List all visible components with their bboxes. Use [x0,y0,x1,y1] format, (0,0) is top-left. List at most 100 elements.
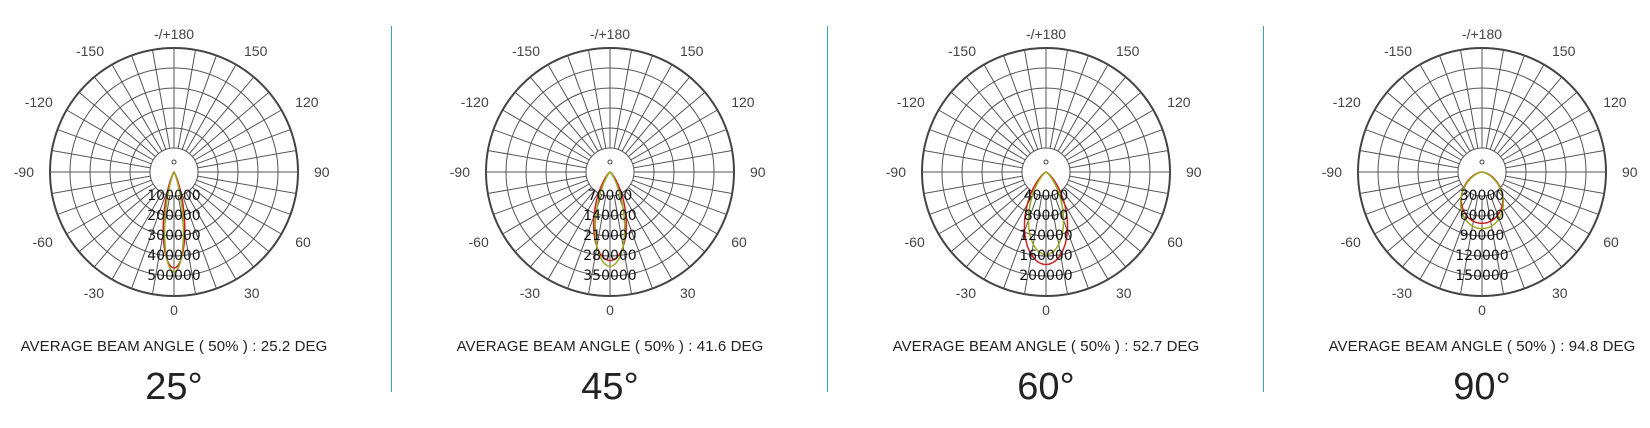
polar-spoke [131,194,167,289]
angle-label: -90 [886,164,906,180]
polar-spoke [547,192,599,280]
polar-chart: 100000 200000 300000 400000 500000 -/+180 -150… [14,26,330,318]
angle-label: -30 [1392,285,1412,301]
angle-label: -150 [512,43,540,59]
polar-spoke [1386,91,1464,157]
angle-label: 30 [1552,285,1568,301]
panel-divider-1 [391,26,392,392]
angle-label: 60 [731,234,747,250]
polar-spoke [196,179,291,215]
polar-spoke [633,175,733,195]
angle-label: -/+180 [1026,26,1066,42]
polar-spoke [78,187,156,253]
series-curve-2 [594,171,626,268]
polar-spoke [1053,55,1089,150]
polar-spoke [151,195,171,295]
ring-label: 60000 [1460,208,1505,224]
ring-label: 280000 [583,248,636,264]
angle-label: -30 [84,285,104,301]
polar-spoke [938,183,1026,235]
angle-label: -90 [450,164,470,180]
center-marker [1043,159,1049,165]
polar-spoke [493,129,588,165]
polar-spoke [529,190,595,268]
polar-spoke [613,49,633,149]
polar-spoke [965,190,1031,268]
ring-label: 500000 [147,268,200,284]
polar-spoke [197,149,297,169]
angle-label: 0 [606,302,614,318]
polar-spoke [1374,183,1462,235]
polar-spoke [1489,55,1525,150]
ring-label: 70000 [588,188,633,204]
polar-spoke [621,64,673,152]
polar-spoke [57,179,152,215]
angle-label: 150 [244,43,268,59]
polar-spoke [197,175,297,195]
polar-spoke [1064,91,1142,157]
polar-spoke [1061,76,1127,154]
polar-spoke [177,195,197,295]
polar-spoke [1003,194,1039,289]
polar-spoke [1068,129,1163,165]
angle-label: 0 [170,302,178,318]
polar-spoke [487,175,587,195]
polar-spoke [131,55,167,150]
angle-label: -/+180 [154,26,194,42]
beam-angle-label: 45° [581,366,639,408]
angle-label: 60 [1167,234,1183,250]
angle-label: 90 [750,164,766,180]
angle-label: -60 [33,234,53,250]
polar-spoke [1500,91,1578,157]
ring-label: 120000 [1019,228,1072,244]
ring-label: 40000 [1024,188,1069,204]
polar-spoke [1053,194,1089,289]
polar-spoke [950,187,1028,253]
angle-label: 120 [1603,94,1627,110]
ring-label: 300000 [147,228,200,244]
polar-spoke [189,190,255,268]
polar-spoke [1459,49,1479,149]
ring-label: 140000 [583,208,636,224]
angle-label: -90 [14,164,34,180]
beam-angle-caption: AVERAGE BEAM ANGLE ( 50% ) : 25.2 DEG [20,338,328,355]
polar-spoke [1401,76,1467,154]
polar-spoke [1504,129,1599,165]
polar-spoke [51,149,151,169]
polar-spoke [1057,192,1109,280]
polar-chart-panel-3: 40000 80000 120000 160000 200000 -/+180 -150 15… [840,0,1252,428]
angle-label: -150 [76,43,104,59]
center-marker [1479,159,1485,165]
polar-spoke [1069,175,1169,195]
angle-label: 30 [1116,285,1132,301]
polar-spoke [1386,187,1464,253]
angle-label: 30 [680,285,696,301]
angle-label: 0 [1042,302,1050,318]
polar-chart-panel-4: 30000 60000 90000 120000 150000 -/+180 -150 150… [1276,0,1650,428]
angle-label: -/+180 [590,26,630,42]
ring-label: 150000 [1455,268,1508,284]
polar-spoke [1502,183,1590,235]
beam-angle-label: 25° [145,366,203,408]
polar-spoke [929,179,1024,215]
angle-label: -60 [905,234,925,250]
polar-chart: 30000 60000 90000 120000 150000 -/+180 -150 150… [1322,26,1638,318]
polar-spoke [194,183,282,235]
series-curve-2 [163,171,185,273]
angle-label: -120 [897,94,925,110]
polar-spoke [632,179,727,215]
series-curve-2 [1459,171,1505,230]
polar-spoke [1374,109,1462,161]
polar-spoke [514,91,592,157]
polar-spoke [111,192,163,280]
polar-spoke [1505,175,1605,195]
beam-angle-caption: AVERAGE BEAM ANGLE ( 50% ) : 52.7 DEG [892,338,1200,355]
polar-chart: 40000 80000 120000 160000 200000 -/+180 -150 15… [886,26,1202,318]
panel-divider-3 [1263,26,1264,392]
polar-spoke [189,76,255,154]
polar-spoke [57,129,152,165]
polar-spoke [950,91,1028,157]
angle-label: -150 [948,43,976,59]
polar-spoke [617,55,653,150]
ring-label: 210000 [583,228,636,244]
